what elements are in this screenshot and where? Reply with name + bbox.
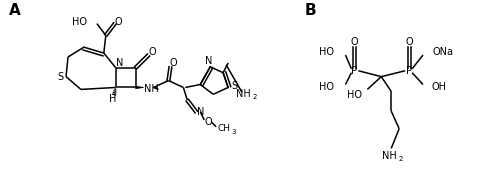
Text: HO: HO: [318, 82, 334, 93]
Text: NH: NH: [236, 89, 250, 99]
Text: N: N: [116, 58, 124, 68]
Text: O: O: [170, 58, 177, 68]
Text: NH: NH: [382, 151, 396, 161]
Text: A: A: [10, 3, 21, 18]
Text: O: O: [350, 37, 358, 47]
Text: S: S: [231, 81, 237, 92]
Text: O: O: [204, 117, 212, 127]
Text: O: O: [406, 37, 413, 47]
Text: HO: HO: [318, 47, 334, 57]
Text: B: B: [304, 3, 316, 18]
Text: P: P: [352, 66, 358, 76]
Text: HO: HO: [348, 90, 362, 100]
Text: O: O: [148, 47, 156, 57]
Text: H: H: [109, 94, 116, 104]
Text: ONa: ONa: [433, 47, 454, 57]
Text: O: O: [115, 17, 122, 27]
Text: NH: NH: [144, 84, 159, 94]
Text: OH: OH: [432, 82, 447, 93]
Text: 2: 2: [399, 156, 404, 162]
Text: S: S: [57, 72, 63, 82]
Text: 2: 2: [253, 94, 257, 100]
Text: N: N: [204, 56, 212, 66]
Text: HO: HO: [72, 17, 87, 27]
Text: P: P: [406, 66, 412, 76]
Text: CH: CH: [218, 124, 230, 133]
Text: N: N: [196, 107, 204, 117]
Text: 3: 3: [232, 129, 236, 135]
Polygon shape: [136, 86, 143, 89]
